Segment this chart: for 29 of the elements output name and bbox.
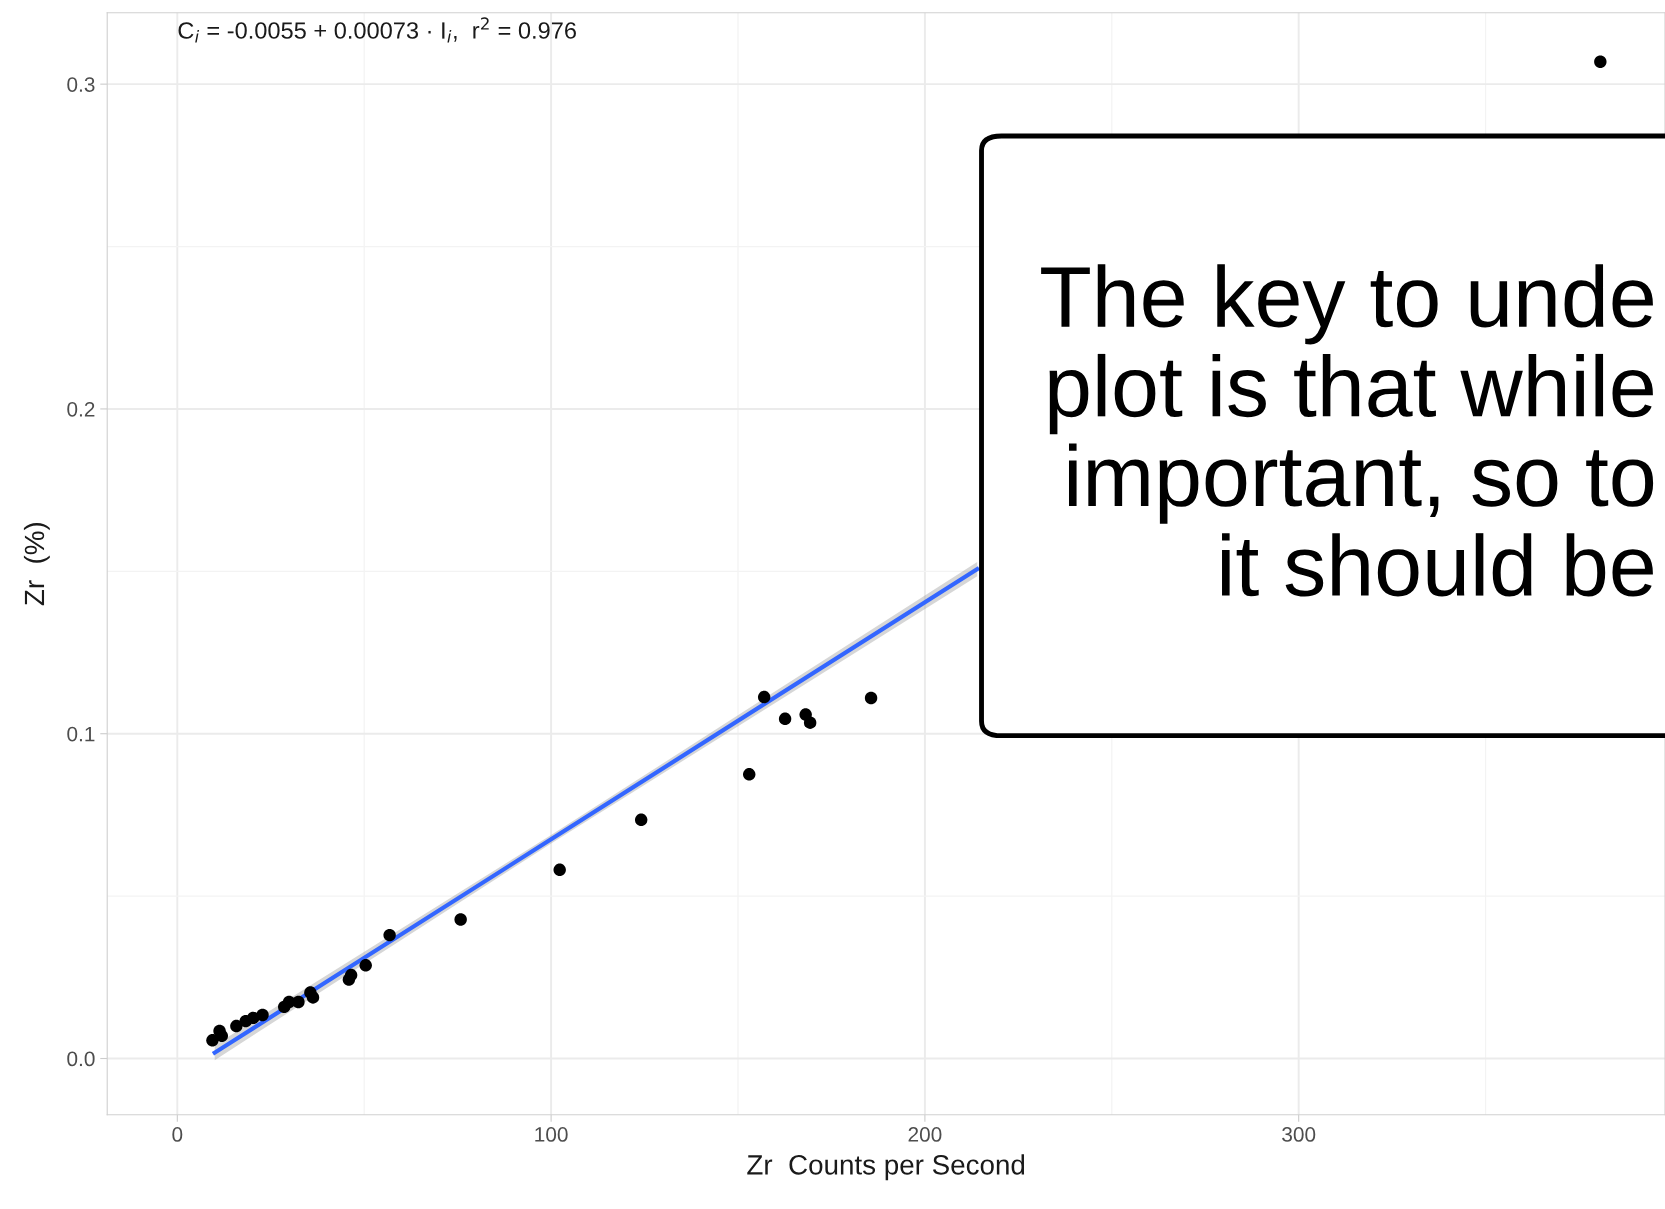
y-tick-label: 0.0 (67, 1051, 95, 1067)
point (1594, 55, 1607, 68)
annotation: The key to unde plot is that while important, so to it should be (1041, 264, 1654, 597)
x-tick-label: 0 (172, 1127, 183, 1142)
point (383, 928, 396, 942)
point (230, 1019, 243, 1033)
y-tick-label: 0.2 (67, 401, 95, 417)
x-tick-label: 200 (908, 1127, 942, 1142)
point (743, 768, 756, 781)
point (256, 1008, 269, 1022)
x-axis-title: Zr Counts per Second (747, 1154, 1025, 1181)
point (306, 991, 320, 1004)
point (344, 968, 358, 982)
x-tick-label: 300 (1282, 1127, 1316, 1142)
point (634, 813, 648, 826)
point (864, 691, 878, 705)
y-tick-label: 0.3 (67, 77, 95, 92)
point (553, 863, 566, 877)
point (206, 1034, 219, 1047)
y-axis-title: Zr (%) (23, 522, 50, 606)
point (454, 913, 467, 926)
point (757, 690, 771, 704)
point (803, 716, 817, 729)
x-tick-label: 100 (535, 1127, 568, 1142)
y-tick-label: 0.1 (67, 726, 95, 742)
point (778, 712, 792, 725)
annotation: C$_{i}$ = -0.0055 + 0.00073 · I$_{i}$, r$^{2}$ = 0.976 (178, 17, 576, 43)
point (292, 995, 305, 1009)
point (359, 959, 372, 972)
